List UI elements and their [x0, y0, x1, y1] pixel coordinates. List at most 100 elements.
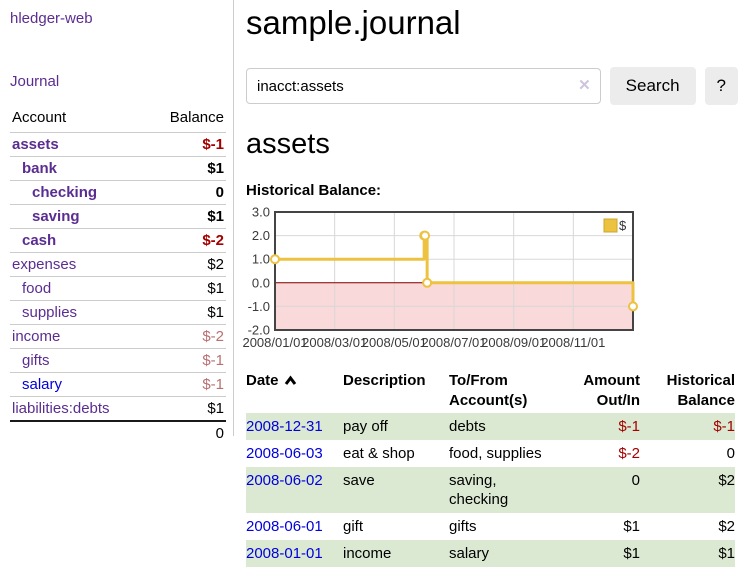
- x-axis-tick-label: 2008/09/01: [481, 335, 546, 350]
- transaction-description: gift: [343, 518, 364, 535]
- transaction-balance: $2: [718, 472, 735, 489]
- account-row: saving $1: [10, 204, 226, 229]
- account-balance: $1: [146, 276, 226, 301]
- account-link[interactable]: salary: [22, 376, 63, 393]
- transaction-accounts: salary: [449, 545, 490, 562]
- transaction-balance: $2: [718, 518, 735, 535]
- y-axis-tick-label: 0.0: [252, 275, 270, 290]
- y-axis-tick-label: -2.0: [248, 323, 270, 338]
- account-heading: assets: [246, 128, 330, 160]
- historical-balance-chart: 3.0 2.0 1.0 0.0 -1.0 -2.0 2008/01/01 2008/03/01…: [242, 205, 638, 352]
- data-point-marker: [270, 254, 280, 265]
- account-link[interactable]: cash: [22, 232, 57, 249]
- account-link[interactable]: supplies: [22, 304, 78, 321]
- account-link[interactable]: food: [22, 280, 52, 297]
- data-point-marker: [420, 230, 431, 241]
- account-row: liabilities:debts $1: [10, 396, 226, 421]
- main-content: sample.journal ✕ Search ? assets Histori…: [242, 0, 738, 567]
- account-row: food $1: [10, 276, 226, 301]
- x-axis-tick-label: 2008/05/01: [362, 335, 427, 350]
- account-link[interactable]: income: [12, 328, 61, 345]
- page-title: sample.journal: [246, 4, 461, 41]
- account-balance: $1: [146, 396, 226, 421]
- transaction-accounts: gifts: [449, 518, 477, 535]
- legend-swatch: [603, 218, 618, 233]
- accounts-header-account: Account: [12, 109, 67, 126]
- x-axis-tick-label: 2008/01/01: [242, 335, 307, 350]
- y-axis-tick-label: -1.0: [248, 299, 270, 314]
- account-row: supplies $1: [10, 300, 226, 325]
- data-point-marker: [628, 301, 638, 312]
- account-link[interactable]: bank: [22, 160, 58, 177]
- txn-header-date[interactable]: Date: [246, 369, 343, 413]
- account-row: bank $1: [10, 156, 226, 181]
- transaction-description: save: [343, 472, 375, 489]
- accounts-total: 0: [146, 420, 226, 445]
- x-axis-tick-label: 2008/03/01: [302, 335, 367, 350]
- sidebar-item-journal[interactable]: Journal: [10, 73, 60, 90]
- sort-ascending-icon: [284, 375, 296, 385]
- transaction-date-link[interactable]: 2008-06-03: [246, 445, 323, 462]
- account-row: checking 0: [10, 180, 226, 205]
- transaction-description: eat & shop: [343, 445, 415, 462]
- account-balance: $-2: [146, 324, 226, 349]
- account-row: income $-2: [10, 324, 226, 349]
- accounts-total-row: 0: [10, 420, 226, 445]
- account-balance: $-1: [146, 132, 226, 157]
- y-axis-tick-label: 3.0: [252, 205, 270, 220]
- account-link[interactable]: gifts: [22, 352, 50, 369]
- account-balance: 0: [146, 180, 226, 205]
- account-link[interactable]: liabilities:debts: [12, 400, 110, 417]
- transaction-date-link[interactable]: 2008-06-02: [246, 472, 323, 489]
- chart-canvas: 3.0 2.0 1.0 0.0 -1.0 -2.02008/01/012008/03/01…: [242, 205, 638, 350]
- transaction-date-link[interactable]: 2008-12-31: [246, 418, 323, 435]
- chart-title: Historical Balance:: [246, 182, 382, 199]
- txn-header-description[interactable]: Description: [343, 372, 426, 389]
- account-row: expenses $2: [10, 252, 226, 277]
- transaction-balance: $1: [718, 545, 735, 562]
- account-balance: $-1: [146, 372, 226, 397]
- transaction-row: 2008-06-02 save saving, checking 0 $2: [246, 467, 735, 513]
- x-axis-tick-label: 2008/11/01: [541, 335, 605, 350]
- account-balance: $2: [146, 252, 226, 277]
- transaction-amount: $-2: [618, 445, 640, 462]
- account-link[interactable]: expenses: [12, 256, 77, 273]
- y-axis-tick-label: 2.0: [252, 228, 270, 243]
- account-link[interactable]: saving: [32, 208, 80, 225]
- account-balance: $1: [146, 204, 226, 229]
- account-link[interactable]: checking: [32, 184, 98, 201]
- transaction-row: 2008-12-31 pay off debts $-1 $-1: [246, 413, 735, 440]
- brand-link[interactable]: hledger-web: [10, 10, 93, 27]
- transaction-date-link[interactable]: 2008-01-01: [246, 545, 323, 562]
- transaction-balance: $-1: [713, 418, 735, 435]
- transaction-accounts: food, supplies: [449, 445, 542, 462]
- account-link[interactable]: assets: [12, 136, 59, 153]
- transaction-row: 2008-06-01 gift gifts $1 $2: [246, 513, 735, 540]
- transactions-table: Date Description To/From Account(s) Amount …: [246, 369, 735, 567]
- account-row: salary $-1: [10, 372, 226, 397]
- help-button[interactable]: ?: [704, 67, 738, 105]
- legend-label: $: [619, 218, 627, 233]
- sidebar: hledger-web Journal Account Balance asse…: [0, 0, 234, 445]
- search-input[interactable]: [246, 68, 601, 104]
- account-balance: $-1: [146, 348, 226, 373]
- x-axis-tick-label: 2008/07/01: [421, 335, 486, 350]
- transaction-date-link[interactable]: 2008-06-01: [246, 518, 323, 535]
- account-row: cash $-2: [10, 228, 226, 253]
- transaction-description: income: [343, 545, 392, 562]
- txn-header-historical-balance[interactable]: Historical Balance: [666, 372, 735, 409]
- transaction-description: pay off: [343, 418, 388, 435]
- account-balance: $1: [146, 156, 226, 181]
- clear-search-icon[interactable]: ✕: [578, 77, 591, 94]
- data-point-marker: [422, 277, 433, 288]
- transaction-amount: $1: [623, 518, 640, 535]
- txn-header-amount-out-in[interactable]: Amount Out/In: [583, 372, 640, 409]
- transaction-accounts: debts: [449, 418, 486, 435]
- transaction-amount: $1: [623, 545, 640, 562]
- transaction-balance: 0: [726, 445, 735, 462]
- search-button[interactable]: Search: [609, 67, 696, 105]
- transaction-amount: 0: [631, 472, 640, 489]
- transaction-row: 2008-06-03 eat & shop food, supplies $-2 0: [246, 440, 735, 467]
- txn-header-to-from-account-s-[interactable]: To/From Account(s): [449, 372, 528, 409]
